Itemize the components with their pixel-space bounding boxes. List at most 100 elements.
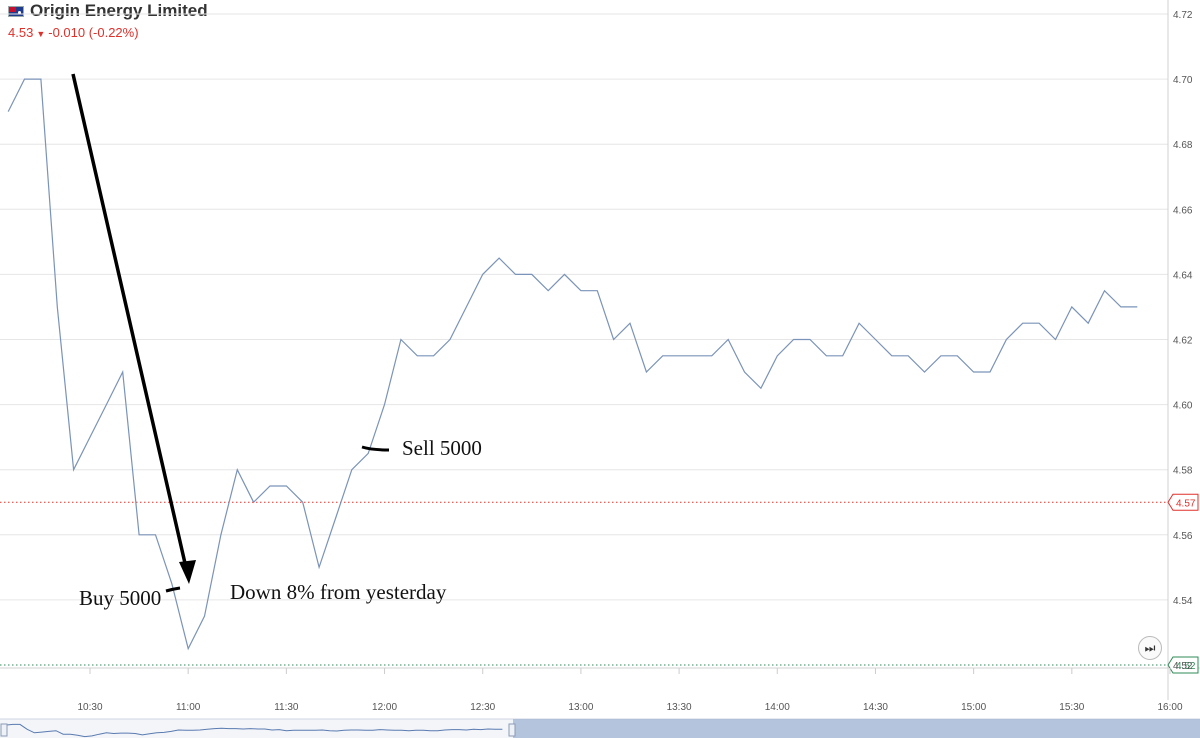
data-point [760,387,762,389]
last-price: 4.53 [8,25,34,40]
australia-flag-icon [8,5,24,17]
x-tick-label: 11:00 [176,702,201,713]
data-point [302,501,304,503]
reference-tag [1167,656,1199,674]
x-tick-label: 10:30 [77,702,102,713]
y-tick-label: 4.54 [1173,596,1193,607]
data-point [23,78,25,80]
y-tick-label: 4.72 [1173,10,1193,21]
data-point [482,273,484,275]
data-point [105,403,107,405]
navigator-handle-left [508,723,516,737]
x-tick-label: 11:30 [274,702,299,713]
grid-lines [0,0,1200,700]
y-tick-label: 4.70 [1173,75,1193,86]
annotation-drawings [71,73,390,593]
reference-lines: 4.57 4.52 [0,493,1199,674]
data-point [269,485,271,487]
data-point [1087,322,1089,324]
navigator-selection [513,719,1200,738]
data-point [89,436,91,438]
fast-forward-button[interactable]: ⏭ [1138,636,1162,660]
data-point [1022,322,1024,324]
x-tick-label: 15:30 [1059,702,1084,713]
data-point [1005,338,1007,340]
data-point [842,355,844,357]
data-point [629,322,631,324]
data-point [220,534,222,536]
data-point [285,485,287,487]
y-tick-label: 4.52 [1173,661,1193,672]
data-point [711,355,713,357]
data-point [1120,306,1122,308]
down-arrow-icon: ▼ [36,29,46,39]
data-point [743,371,745,373]
y-tick-label: 4.62 [1173,336,1193,347]
data-point [694,355,696,357]
data-point [596,290,598,292]
navigator[interactable] [0,718,1200,738]
data-point [56,306,58,308]
data-point [907,355,909,357]
x-axis: 10:30 11:00 11:30 12:00 12:30 13:00 13:30 14:00… [77,668,1183,713]
data-point [776,355,778,357]
data-point [662,355,664,357]
data-point [252,501,254,503]
annotation-arrow-shaft [71,73,189,573]
data-point [989,371,991,373]
data-point [874,338,876,340]
reference-tag [1167,493,1199,511]
data-point [1054,338,1056,340]
data-point [7,110,9,112]
price-line [7,78,1138,651]
sell-annotation: Sell 5000 [402,436,482,460]
data-point [498,257,500,259]
price-series [7,78,1138,651]
reference-label: 4.57 [1176,498,1196,509]
y-tick-label: 4.60 [1173,401,1193,412]
data-point [449,338,451,340]
data-point [171,582,173,584]
fast-forward-icon: ⏭ [1144,640,1156,655]
data-point [400,338,402,340]
data-point [416,355,418,357]
x-tick-label: 15:00 [961,702,986,713]
data-point [40,78,42,80]
x-tick-label: 13:30 [667,702,692,713]
reference-label: 4.52 [1176,661,1196,672]
y-axis: 4.72 4.70 4.68 4.66 4.64 4.62 4.60 4.58 4.56 4.54… [1173,10,1193,672]
y-tick-label: 4.64 [1173,270,1193,281]
data-point [236,469,238,471]
data-point [154,534,156,536]
data-point [727,338,729,340]
y-tick-label: 4.56 [1173,531,1193,542]
data-point [678,355,680,357]
x-tick-label: 13:00 [568,702,593,713]
data-point [923,371,925,373]
chart-header: Origin Energy Limited 4.53 ▼ -0.010 (-0.22… [8,0,208,40]
down-annotation: Down 8% from yesterday [230,580,447,604]
x-tick-label: 12:30 [470,702,495,713]
y-tick-label: 4.58 [1173,466,1193,477]
data-point [514,273,516,275]
data-point [956,355,958,357]
quote-row: 4.53 ▼ -0.010 (-0.22%) [8,25,208,40]
data-point [809,338,811,340]
data-point [792,338,794,340]
x-tick-label: 14:00 [765,702,790,713]
data-point [351,469,353,471]
data-point [972,371,974,373]
data-point [1136,306,1138,308]
data-point [122,371,124,373]
data-point [1071,306,1073,308]
data-point [1038,322,1040,324]
data-point [318,566,320,568]
data-point [563,273,565,275]
data-point [531,273,533,275]
data-point [612,338,614,340]
data-point [465,306,467,308]
x-tick-label: 12:00 [372,702,397,713]
chart-title: Origin Energy Limited [30,1,208,20]
data-point [940,355,942,357]
